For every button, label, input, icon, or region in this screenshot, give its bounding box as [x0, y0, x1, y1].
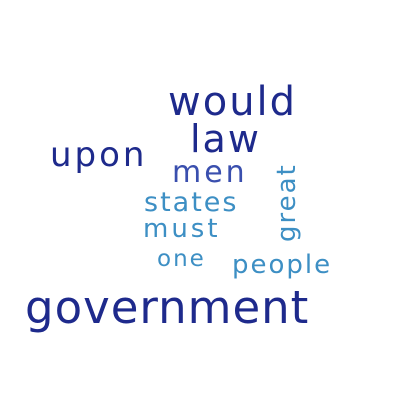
word-government: government — [25, 281, 310, 334]
word-people: people — [232, 250, 333, 280]
word-states: states — [144, 187, 239, 218]
word-men: men — [172, 155, 248, 190]
word-must: must — [143, 214, 221, 244]
word-one: one — [157, 246, 206, 272]
word-law: law — [190, 117, 261, 161]
word-great: great — [272, 163, 302, 242]
word-would: would — [168, 79, 298, 125]
word-upon: upon — [50, 135, 148, 175]
